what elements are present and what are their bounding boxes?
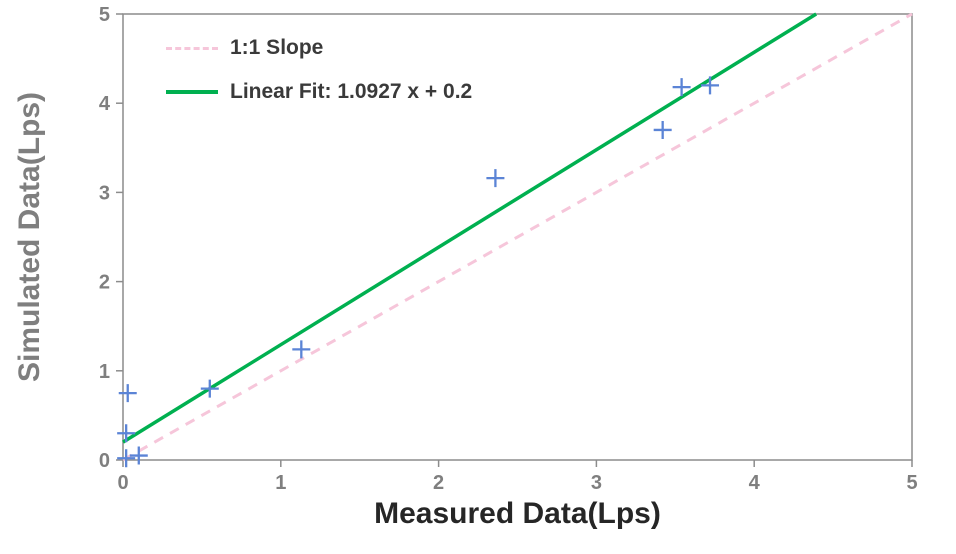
data-point-marker <box>653 120 672 139</box>
legend-item-fit: Linear Fit: 1.0927 x + 0.2 <box>166 80 472 104</box>
y-axis-label: Simulated Data(Lps) <box>13 91 46 383</box>
data-point-marker <box>117 424 136 443</box>
chart-legend: 1:1 Slope Linear Fit: 1.0927 x + 0.2 <box>166 36 472 104</box>
y-tick-label: 1 <box>99 361 110 383</box>
x-tick-label: 0 <box>117 472 128 494</box>
data-point-marker <box>672 78 691 97</box>
plot-border <box>122 13 913 461</box>
data-point-marker <box>292 340 311 359</box>
fit-line <box>122 12 818 444</box>
data-point-marker <box>129 446 148 465</box>
x-tick-label: 3 <box>591 472 602 494</box>
y-tick-label: 0 <box>99 450 110 472</box>
data-point-marker <box>200 379 219 398</box>
y-tick-label: 3 <box>99 182 110 204</box>
fit-line-swatch <box>166 90 218 94</box>
y-tick-label: 2 <box>99 272 110 294</box>
x-tick-label: 5 <box>906 472 917 494</box>
identity-line <box>122 12 913 462</box>
y-tick-label: 5 <box>99 4 110 26</box>
x-axis-label: Measured Data(Lps) <box>374 497 661 530</box>
data-point-marker <box>117 449 136 468</box>
legend-item-identity: 1:1 Slope <box>166 36 472 60</box>
data-point-marker <box>118 384 137 403</box>
y-tick-label: 4 <box>99 93 111 115</box>
data-point-marker <box>486 169 505 188</box>
x-tick-label: 4 <box>749 472 761 494</box>
legend-label-identity: 1:1 Slope <box>230 36 324 59</box>
data-point-marker <box>701 76 720 95</box>
identity-line-swatch <box>166 46 218 50</box>
legend-label-fit: Linear Fit: 1.0927 x + 0.2 <box>230 80 473 103</box>
x-tick-label: 1 <box>275 472 286 494</box>
x-tick-label: 2 <box>433 472 444 494</box>
